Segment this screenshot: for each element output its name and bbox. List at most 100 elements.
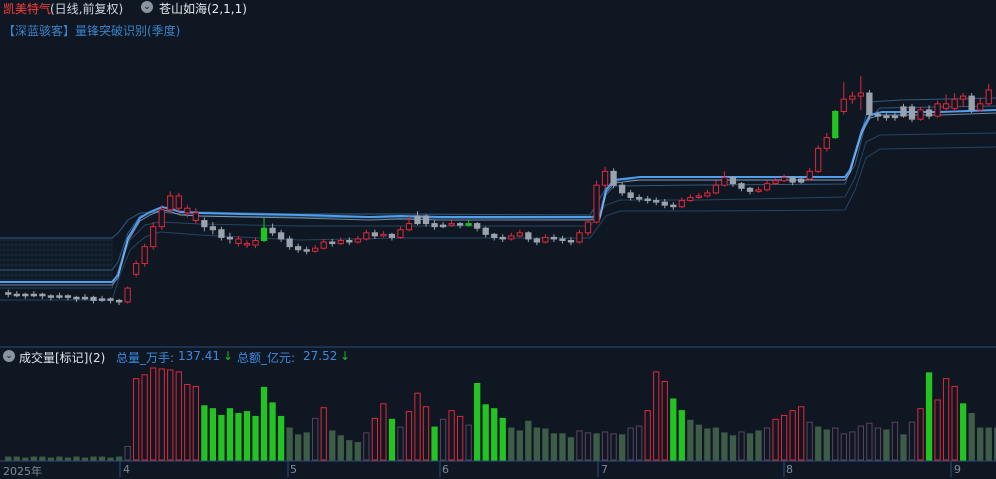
volume-bar	[431, 426, 438, 461]
volume-bar	[610, 433, 617, 461]
candle-body	[661, 201, 668, 206]
candle-body	[167, 195, 174, 211]
volume-bar	[593, 433, 600, 461]
sub-indicator-title[interactable]: 【深蓝骇客】量锋突破识别(季度)	[3, 24, 181, 38]
volume-bar	[806, 421, 813, 461]
volume-bar	[158, 368, 165, 461]
candle-body	[712, 184, 720, 194]
volume-bar	[695, 424, 703, 461]
candle-body	[81, 296, 89, 300]
candle-body	[985, 89, 992, 105]
volume-bar	[508, 427, 515, 461]
volume-bar	[474, 382, 481, 461]
candle-body	[653, 200, 660, 203]
volume-bar	[576, 430, 583, 461]
candle-body	[30, 293, 37, 297]
candle-body	[968, 95, 975, 111]
indicator-name[interactable]: 苍山如海(2,1,1)	[159, 2, 247, 16]
volume-bar	[226, 408, 234, 461]
volume-bar	[465, 424, 472, 461]
candle-body	[627, 192, 634, 198]
candle-body	[133, 263, 140, 275]
candle-body	[456, 223, 464, 226]
volume-bar	[985, 427, 992, 461]
volume-bar	[951, 385, 958, 461]
volume-bar	[763, 427, 771, 461]
volume-bar	[755, 430, 762, 461]
volume-bar	[823, 429, 830, 461]
x-label-month-5: 5	[290, 463, 297, 476]
candle-body	[431, 223, 438, 228]
volume-bar	[39, 456, 46, 461]
volume-bar	[704, 428, 711, 461]
volume-bar	[405, 411, 413, 461]
volume-bar	[346, 440, 353, 461]
volume-bar	[567, 437, 575, 461]
candle-body	[516, 232, 523, 237]
x-label-year: 2025年	[3, 465, 42, 478]
candle-body	[380, 233, 387, 237]
volume-bar	[960, 403, 967, 461]
candle-body	[508, 235, 515, 240]
candle-body	[277, 232, 285, 240]
indicator-toggle-icon[interactable]: ⌄	[141, 1, 153, 13]
candle-body	[780, 177, 788, 182]
candle-body	[337, 239, 344, 245]
candle-body	[371, 232, 379, 237]
volume-bar	[832, 427, 839, 461]
volume-bar	[738, 431, 745, 461]
candle-body	[942, 103, 950, 109]
down-arrow-icon: ↓	[223, 349, 234, 363]
candle-body	[533, 238, 541, 243]
x-label-month-6: 6	[442, 463, 449, 476]
candle-body	[209, 226, 217, 231]
candle-body	[491, 233, 498, 238]
volume-bar	[184, 383, 191, 461]
total-amount-label: 总额_亿元:	[237, 351, 296, 365]
volume-bar	[627, 427, 634, 461]
volume-bar	[712, 427, 720, 461]
candle-body	[286, 238, 293, 248]
candle-body	[226, 236, 234, 240]
main-line	[0, 109, 996, 283]
candle-body	[354, 238, 361, 243]
candle-body	[891, 115, 899, 119]
candle-body	[90, 296, 97, 301]
candle-body	[806, 170, 813, 180]
volume-bar	[380, 403, 387, 461]
candle-body	[218, 229, 225, 238]
candle-body	[798, 178, 805, 183]
candle-body	[738, 183, 745, 189]
candle-body	[107, 298, 114, 301]
candle-body	[5, 292, 12, 295]
volume-bar	[849, 431, 856, 461]
band-lines	[0, 97, 996, 301]
volume-bar	[934, 399, 941, 461]
volume-bar	[499, 417, 506, 461]
volume-bar	[286, 427, 293, 461]
x-axis-ticks	[119, 461, 952, 477]
candle-body	[192, 212, 199, 222]
candle-body	[934, 103, 941, 117]
candle-body	[184, 207, 191, 214]
candle-body	[636, 196, 643, 200]
volume-bar	[107, 457, 114, 461]
candle-body	[47, 295, 55, 298]
candle-body	[908, 106, 916, 120]
volume-bar	[448, 410, 455, 461]
candle-body	[704, 192, 711, 197]
volume-bar	[81, 457, 89, 461]
candle-body	[925, 109, 933, 117]
volume-bar	[141, 374, 148, 461]
volume-bar	[329, 430, 336, 461]
candle-body	[977, 103, 984, 111]
candle-body	[115, 299, 123, 303]
volume-title[interactable]: 成交量[标记](2)	[19, 351, 106, 365]
volume-toggle-icon[interactable]: ⌄	[3, 350, 15, 362]
volume-bar	[235, 413, 242, 461]
candle-body	[729, 177, 737, 185]
volume-bar	[601, 431, 609, 461]
volume-bar	[482, 404, 489, 461]
candle-body	[644, 198, 651, 202]
